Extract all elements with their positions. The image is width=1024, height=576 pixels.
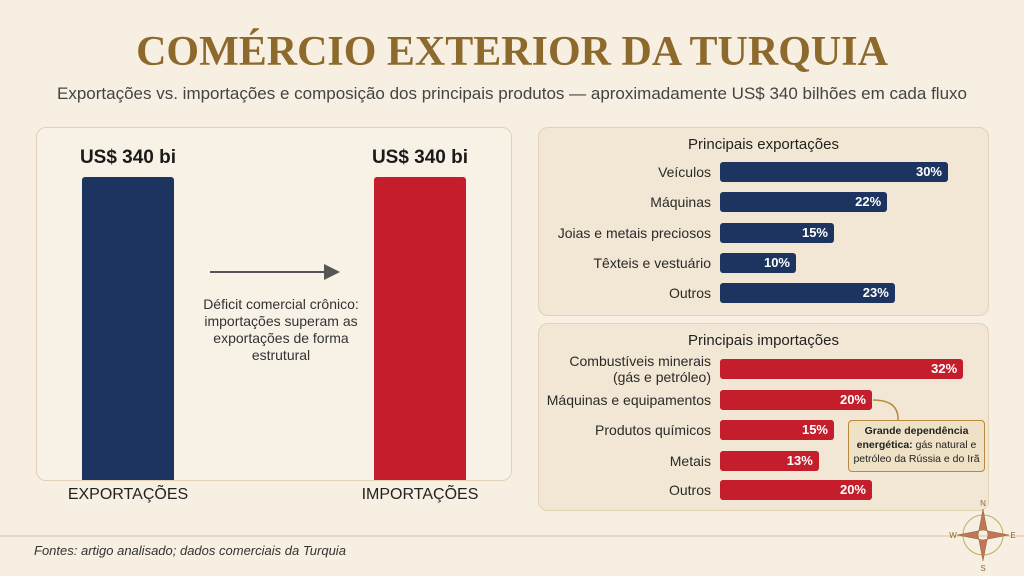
value-label: 15% [801,422,828,437]
callout-leader [872,399,899,423]
category-label: Metais [669,453,711,469]
compass-s: S [980,564,985,573]
category-label: Joias e metais preciosos [557,225,711,241]
bar [720,162,948,182]
category-label: Têxteis e vestuário [593,255,712,271]
category-label: Combustíveis minerais (gás e petróleo) [569,353,711,385]
value-label: 32% [931,361,958,376]
bar [720,451,819,471]
category-label: EXPORTAÇÕES [67,486,189,503]
bar [720,223,834,243]
bar [720,480,872,500]
bar [720,283,895,303]
category-label: Outros [668,285,711,301]
category-label: Produtos químicos [595,422,711,438]
value-label: US$ 340 bi [79,147,177,168]
compass-w: W [949,531,957,540]
value-label: 22% [855,194,882,209]
category-label: Veículos [658,164,711,180]
bar [720,390,872,410]
title: COMÉRCIO EXTERIOR DA TURQUIA [136,29,888,75]
category-label: Máquinas e equipamentos [546,392,711,408]
callout: Grande dependência energética: gás natur… [848,420,985,472]
bar [374,177,466,480]
category-label: IMPORTAÇÕES [361,486,479,503]
subtitle: Exportações vs. importações e composição… [57,84,967,103]
panel-title: Principais exportações [688,136,839,153]
bar [720,420,834,440]
callout-bold: Grande dependência energética: [856,425,969,451]
panel-title: Principais importações [688,332,839,349]
value-label: 20% [839,392,866,407]
category-label: Máquinas [650,194,711,210]
compass-n: N [980,499,986,508]
value-label: US$ 340 bi [371,147,469,168]
value-label: 13% [786,453,813,468]
bar [720,359,964,379]
annotation: Déficit comercial crônico: importações s… [203,296,359,363]
bar [720,253,796,273]
footer: Fontes: artigo analisado; dados comercia… [34,543,346,558]
value-label: 30% [915,164,942,179]
value-label: 10% [763,255,790,270]
callout-text: gás natural e petróleo da Rússia e do Ir… [853,439,980,465]
value-label: 15% [801,225,828,240]
category-label: Outros [668,482,711,498]
value-label: 23% [862,285,889,300]
compass-e: E [1010,531,1015,540]
imports-panel [538,323,989,511]
bar [720,192,888,212]
compass: N E S W [949,499,1015,573]
bar [82,177,174,480]
value-label: 20% [839,482,866,497]
